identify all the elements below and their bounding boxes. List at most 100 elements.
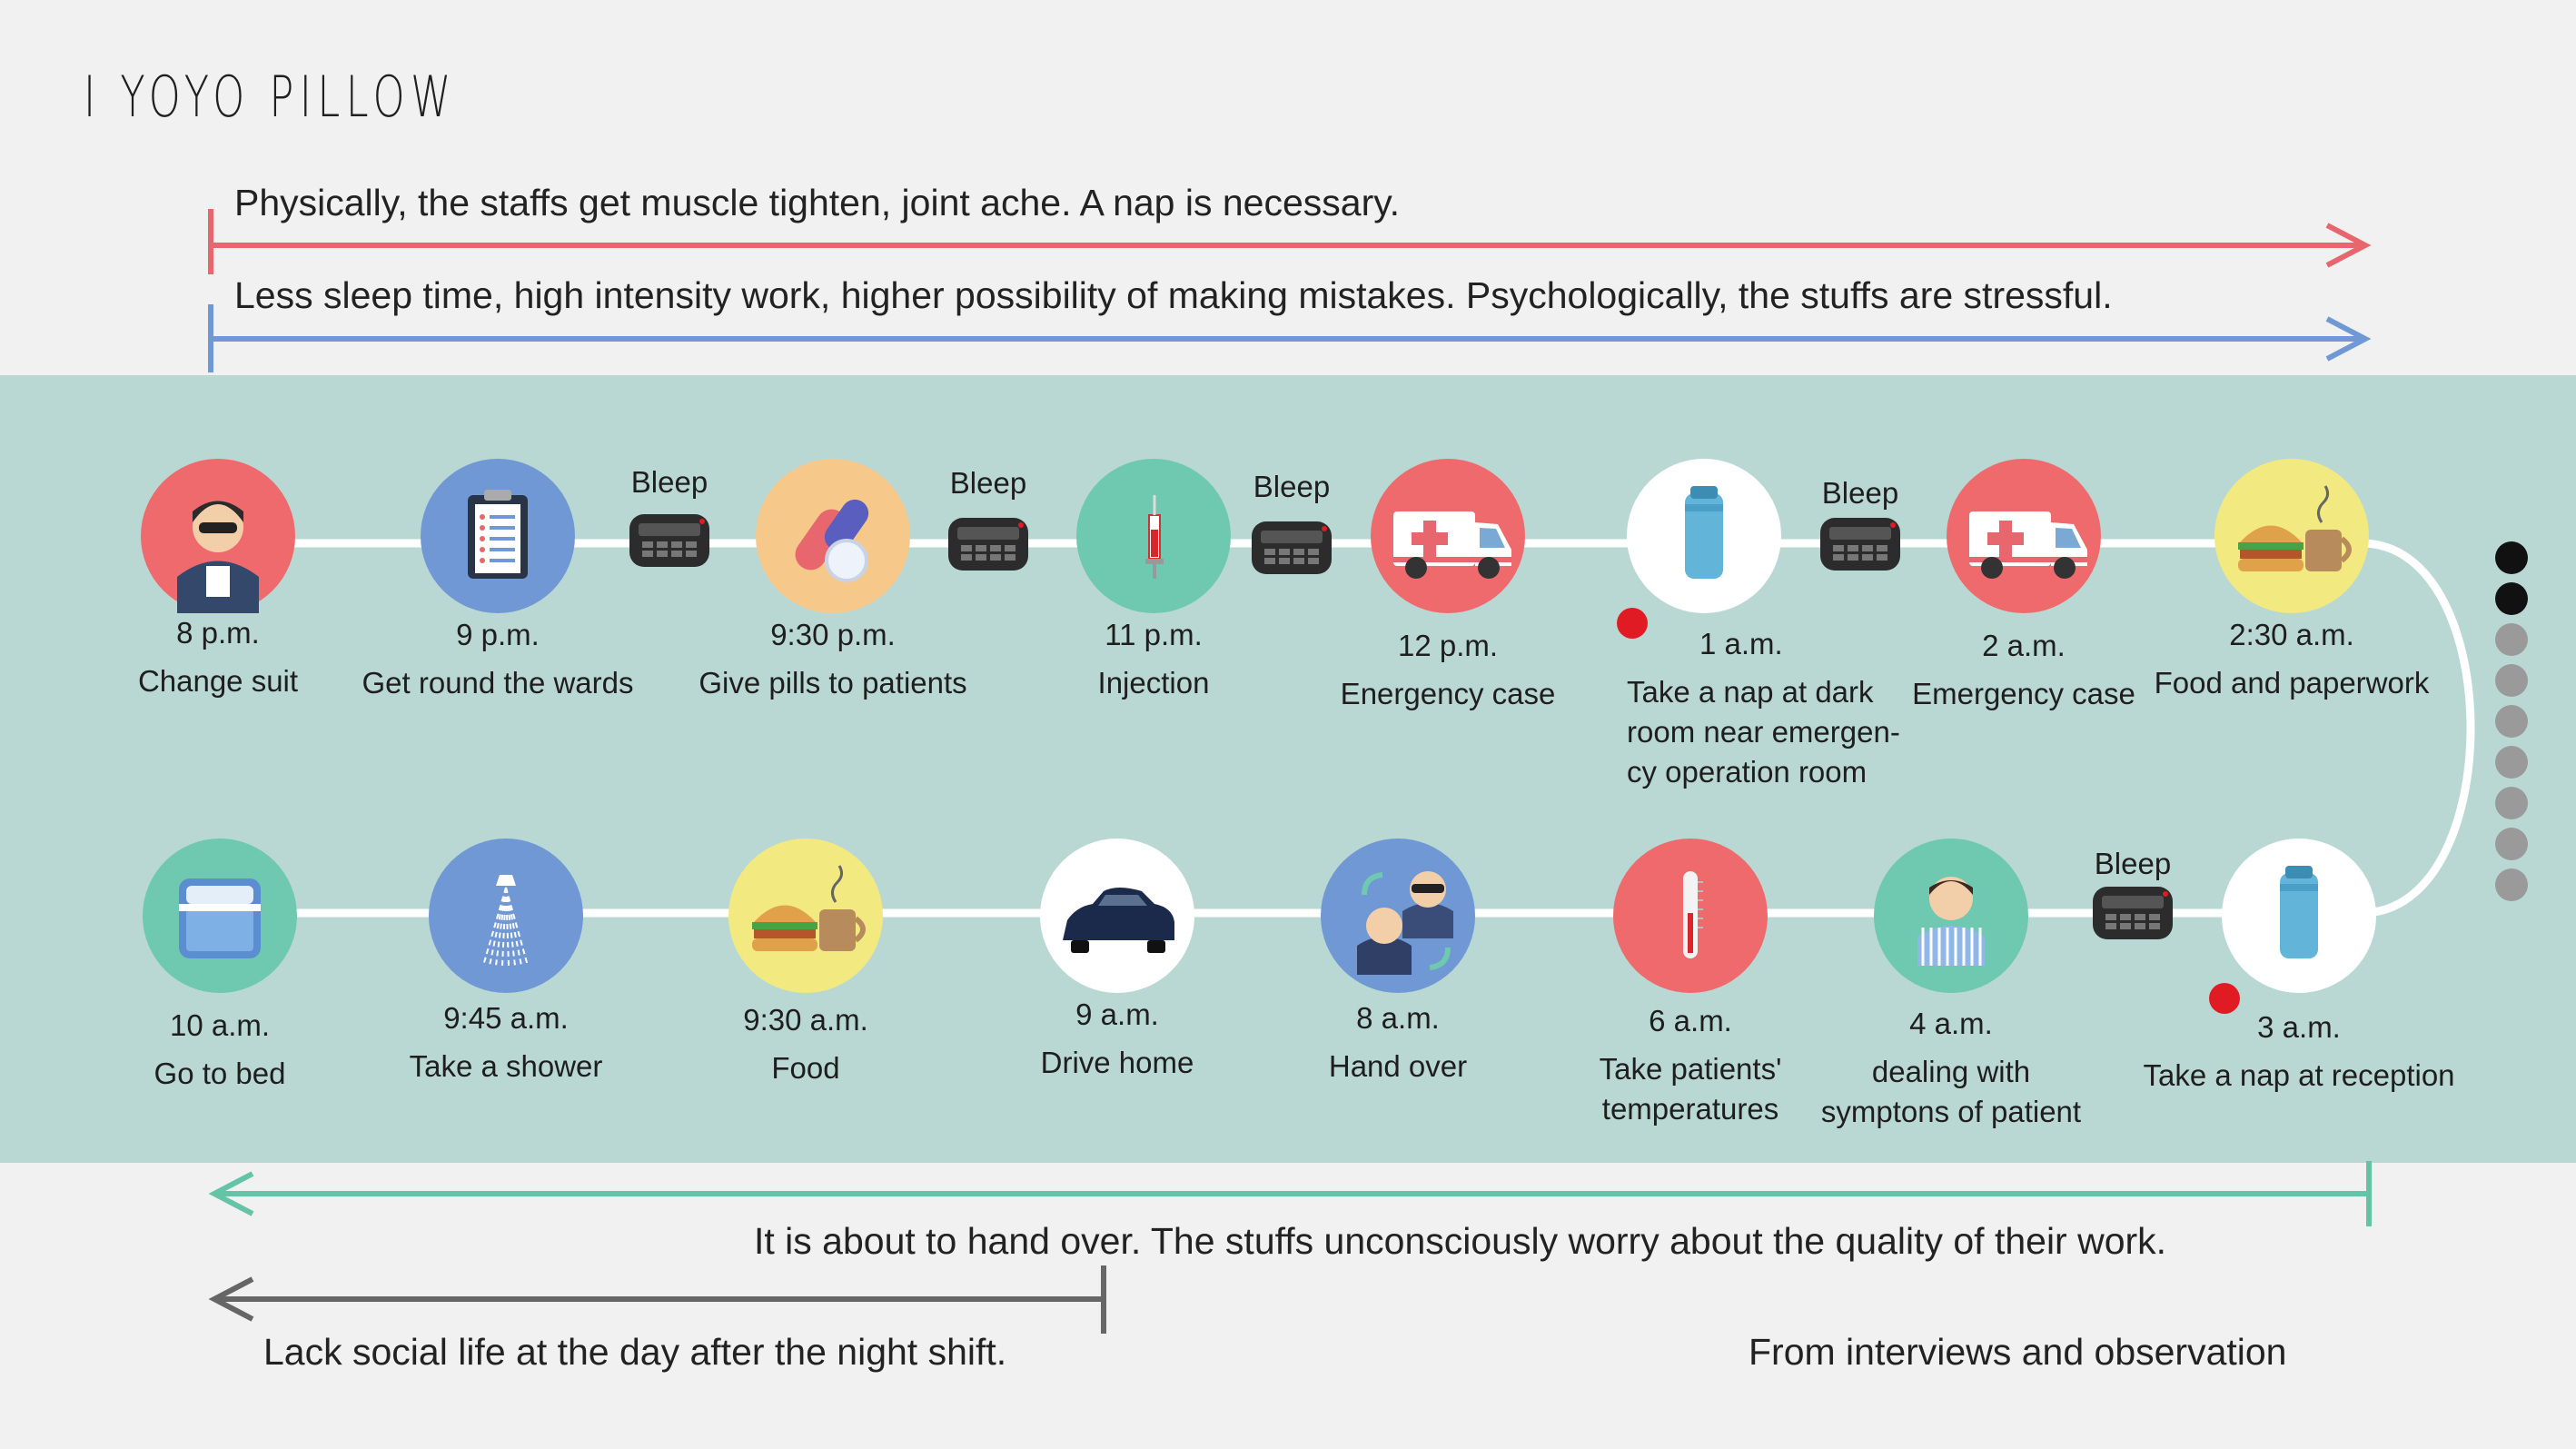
bottom-row-label-6: 4 a.m. dealing with symptons of patient <box>1821 1007 2081 1132</box>
event-description: Injection <box>1097 666 1210 700</box>
note-social: Lack social life at the day after the ni… <box>263 1331 1007 1373</box>
bottom-row-node-4 <box>1321 839 1475 993</box>
progress-dot <box>2495 582 2528 615</box>
bleep-4-label: Bleep <box>1821 476 1899 510</box>
event-time: 6 a.m. <box>1649 1004 1732 1037</box>
bottom-row-node-3 <box>1040 839 1194 993</box>
bottom-row-label-7: 3 a.m. Take a nap at reception <box>2143 1010 2454 1096</box>
top-row-label-0: 8 p.m. Change suit <box>138 616 298 701</box>
pillow-icon <box>2280 866 2318 958</box>
bottom-row-node-0 <box>143 839 297 993</box>
top-row-node-2 <box>756 459 910 613</box>
event-description: Drive home <box>1040 1046 1194 1079</box>
ambulance-icon <box>1969 511 2087 579</box>
top-row-label-6: 2 a.m. Emergency case <box>1912 629 2135 714</box>
top-row-node-5 <box>1627 459 1781 613</box>
red-dot-1am <box>1617 608 1648 639</box>
bottom-row-node-2 <box>728 839 883 993</box>
car-icon <box>1063 888 1174 953</box>
bottom-row-label-1: 9:45 a.m. Take a shower <box>410 1001 603 1087</box>
teal-arrow-head <box>208 1171 254 1216</box>
bottom-row-label-3: 9 a.m. Drive home <box>1041 997 1194 1083</box>
bottom-row-label-4: 8 a.m. Hand over <box>1329 1001 1467 1087</box>
bleep-5 <box>2093 887 2173 939</box>
pillow-icon <box>1685 486 1723 579</box>
top-row-node-1 <box>421 459 575 613</box>
note-handover: It is about to hand over. The stuffs unc… <box>754 1220 2167 1262</box>
bottom-row-node-7 <box>2222 839 2376 993</box>
progress-dot <box>2495 623 2528 656</box>
bleep-2-label: Bleep <box>949 466 1027 500</box>
bleep-1 <box>629 514 709 567</box>
ambulance-icon <box>1393 511 1511 579</box>
bottom-row-label-5: 6 a.m. Take patients' temperatures <box>1600 1004 1782 1129</box>
event-time: 9 p.m. <box>456 618 540 651</box>
event-description: Get round the wards <box>362 666 634 700</box>
note-physical: Physically, the staffs get muscle tighte… <box>234 182 1401 223</box>
thermometer-icon <box>1683 871 1703 958</box>
event-description: Emergency case <box>1912 677 2135 710</box>
bleep-3 <box>1252 521 1332 574</box>
event-time: 11 p.m. <box>1105 618 1203 651</box>
top-row-node-0 <box>141 459 295 613</box>
progress-dot <box>2495 868 2528 901</box>
event-time: 2:30 a.m. <box>2229 618 2354 651</box>
bleep-3-label: Bleep <box>1253 470 1331 503</box>
nurse-icon <box>177 501 259 613</box>
bleep-4 <box>1820 518 1900 571</box>
event-time: 9:45 a.m. <box>443 1001 569 1035</box>
bleep-2 <box>948 518 1028 571</box>
bleep-1-label: Bleep <box>630 465 708 499</box>
event-description: Give pills to patients <box>698 666 967 700</box>
red-dot-3am <box>2209 983 2240 1014</box>
event-time: 8 p.m. <box>176 616 260 650</box>
bottom-row-node-5 <box>1613 839 1768 993</box>
event-time: 8 a.m. <box>1356 1001 1440 1035</box>
event-description: Take a shower <box>409 1049 603 1083</box>
blue-arrow-head <box>2325 316 2372 362</box>
top-row-label-5: 1 a.m. Take a nap at dark room near emerge… <box>1627 627 1900 792</box>
top-row-label-2: 9:30 p.m. Give pills to patients <box>698 618 966 703</box>
red-arrow-head <box>2325 223 2372 268</box>
source-note: From interviews and observation <box>1749 1331 2287 1373</box>
bottom-row-node-6 <box>1874 839 2028 993</box>
event-time: 2 a.m. <box>1982 629 2066 662</box>
syringe-icon <box>1145 495 1164 579</box>
bleep-5-label: Bleep <box>2094 847 2172 880</box>
timeline-curve <box>2361 539 2475 918</box>
event-description: Food <box>771 1051 840 1085</box>
gray-arrow-head <box>208 1276 254 1322</box>
progress-dot <box>2495 664 2528 697</box>
bottom-row-label-0: 10 a.m. Go to bed <box>154 1008 286 1094</box>
handover-icon <box>1357 871 1453 975</box>
bed-icon <box>179 878 261 958</box>
clipboard-icon <box>468 490 528 579</box>
progress-dot <box>2495 541 2528 574</box>
top-row-label-7: 2:30 a.m. Food and paperwork <box>2155 618 2430 703</box>
event-description: Go to bed <box>154 1057 286 1090</box>
event-time: 9:30 p.m. <box>770 618 896 651</box>
progress-dot <box>2495 746 2528 779</box>
top-row-node-6 <box>1947 459 2101 613</box>
event-time: 9 a.m. <box>1075 997 1159 1031</box>
food-icon <box>2238 485 2352 571</box>
top-row-node-3 <box>1076 459 1231 613</box>
top-row-label-3: 11 p.m. Injection <box>1098 618 1210 703</box>
event-description: Take patients' temperatures <box>1599 1052 1782 1126</box>
event-description: Change suit <box>137 664 299 698</box>
progress-dot <box>2495 787 2528 819</box>
event-description: Take a nap at dark room near emergen-cy o… <box>1627 675 1900 789</box>
event-time: 10 a.m. <box>169 1008 271 1042</box>
note-psychological: Less sleep time, high intensity work, hi… <box>234 274 2113 316</box>
patient-icon <box>1917 877 1985 966</box>
top-row-label-4: 12 p.m. Energency case <box>1341 629 1556 714</box>
event-time: 1 a.m. <box>1699 627 1783 660</box>
event-time: 3 a.m. <box>2257 1010 2341 1044</box>
event-description: Food and paperwork <box>2154 666 2430 700</box>
event-description: Take a nap at reception <box>2143 1058 2455 1092</box>
progress-dot <box>2495 705 2528 738</box>
bottom-row-label-2: 9:30 a.m. Food <box>743 1003 868 1088</box>
event-description: Hand over <box>1328 1049 1468 1083</box>
top-row-label-1: 9 p.m. Get round the wards <box>362 618 634 703</box>
bottom-row-node-1 <box>429 839 583 993</box>
